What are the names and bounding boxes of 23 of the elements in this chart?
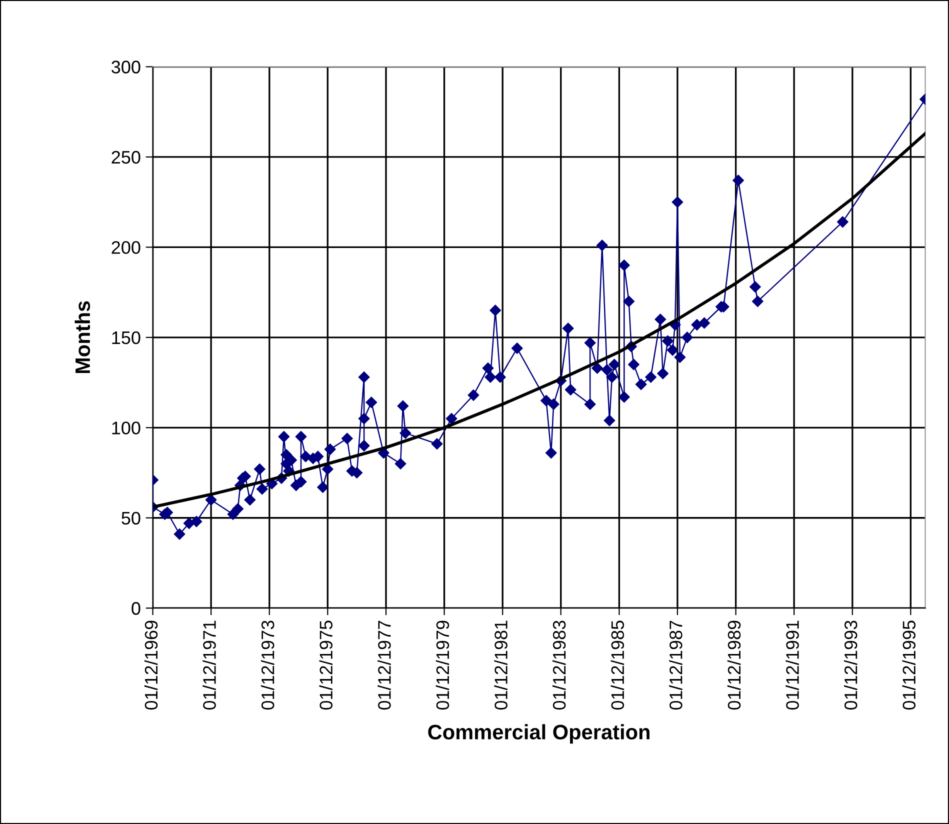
x-axis-title: Commercial Operation xyxy=(428,724,650,744)
x-tick-label: 01/12/1985 xyxy=(610,620,624,710)
x-tick-label: 01/12/1969 xyxy=(144,620,158,710)
y-tick-label: 300 xyxy=(112,60,140,74)
x-tick-label: 01/12/1975 xyxy=(319,620,332,710)
x-tick-label: 01/12/1983 xyxy=(552,620,566,710)
y-tick-label: 150 xyxy=(112,331,140,344)
x-tick-label: 01/12/1973 xyxy=(260,620,274,710)
y-tick-label: 250 xyxy=(112,150,140,164)
x-tick-label: 01/12/1981 xyxy=(494,620,508,710)
x-tick-label: 01/12/1993 xyxy=(844,620,858,710)
y-axis-title: Months xyxy=(74,301,90,374)
x-tick-label: 01/12/1977 xyxy=(378,620,391,710)
x-tick-label: 01/12/1991 xyxy=(786,620,799,710)
x-tick-label: 01/12/1987 xyxy=(669,620,682,710)
x-tick-label: 01/12/1989 xyxy=(727,620,741,710)
x-tick-label: 01/12/1995 xyxy=(902,620,916,710)
x-tick-label: 01/12/1979 xyxy=(436,620,450,710)
y-tick-label: 50 xyxy=(122,512,140,525)
x-tick-label: 01/12/1971 xyxy=(202,620,216,710)
y-tick-label: 100 xyxy=(112,422,140,434)
y-tick-label: 200 xyxy=(112,241,140,254)
y-tick-label: 0 xyxy=(132,602,140,615)
